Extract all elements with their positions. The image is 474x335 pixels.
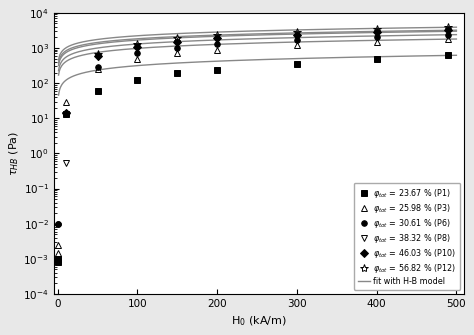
X-axis label: H$_0$ (kA/m): H$_0$ (kA/m) bbox=[231, 315, 287, 328]
Legend: $\varphi_{tot}$ = 23.67 % (P1), $\varphi_{tot}$ = 25.98 % (P3), $\varphi_{tot}$ : $\varphi_{tot}$ = 23.67 % (P1), $\varphi… bbox=[354, 183, 460, 290]
Y-axis label: $\tau_{HB}$ (Pa): $\tau_{HB}$ (Pa) bbox=[7, 131, 20, 176]
